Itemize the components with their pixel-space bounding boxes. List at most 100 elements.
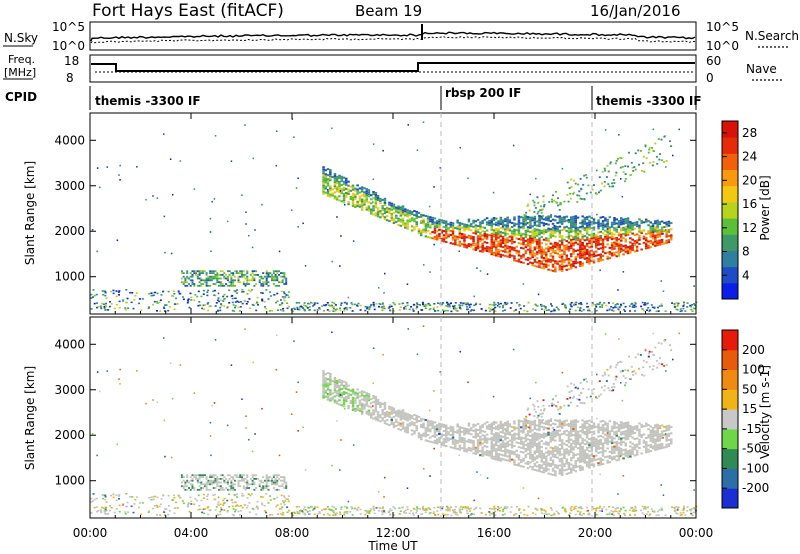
scatter-cell: [598, 380, 601, 383]
scatter-cell: [533, 462, 537, 465]
scatter-cell: [499, 227, 503, 230]
scatter-cell: [538, 449, 541, 452]
scatter-cell: [570, 305, 573, 307]
scatter-cell: [472, 248, 475, 251]
scatter-cell: [542, 463, 546, 466]
scatter-cell: [631, 432, 634, 435]
scatter-cell: [335, 392, 339, 395]
scatter-cell: [547, 260, 550, 263]
scatter-cell: [529, 426, 532, 429]
scatter-cell: [657, 342, 660, 344]
scatter-cell: [567, 466, 571, 468]
scatter-cell: [203, 485, 206, 488]
scatter-cell: [370, 194, 373, 197]
scatter-cell: [333, 381, 337, 384]
scatter-cell: [647, 307, 650, 309]
scatter-cell: [383, 422, 387, 425]
scatter-cell: [633, 227, 637, 230]
scatter-cell: [524, 223, 528, 226]
scatter-cell: [417, 420, 421, 422]
scatter-cell: [526, 442, 530, 445]
scatter-cell: [454, 447, 457, 450]
scatter-cell: [472, 429, 475, 432]
scatter-cell: [535, 253, 539, 256]
scatter-cell: [665, 364, 668, 366]
scatter-cell: [620, 451, 623, 454]
scatter-cell: [626, 433, 630, 436]
scatter-cell: [560, 229, 564, 232]
scatter-cell: [581, 429, 584, 432]
scatter-cell: [445, 241, 448, 243]
scatter-cell: [456, 310, 459, 312]
scatter-cell: [223, 479, 226, 482]
scatter-cell: [379, 404, 382, 406]
scatter-cell: [619, 251, 622, 253]
scatter-cell: [631, 224, 634, 227]
scatter-cell: [410, 211, 414, 214]
scatter-cell: [533, 254, 537, 257]
scatter-cell: [647, 220, 650, 223]
scatter-cell: [230, 488, 233, 491]
scatter-cell: [529, 220, 532, 223]
scatter-cell: [417, 436, 421, 439]
scatter-cell: [622, 222, 625, 225]
scatter-cell: [401, 417, 405, 420]
scatter-cell: [305, 305, 308, 308]
scatter-cell: [504, 220, 507, 223]
scatter-cell: [551, 200, 554, 203]
scatter-cell: [221, 478, 224, 480]
scatter-cell: [92, 289, 95, 291]
scatter-cell: [463, 431, 466, 434]
scatter-cell: [606, 218, 609, 221]
scatter-cell: [610, 429, 614, 432]
scatter-cell: [608, 430, 612, 433]
scatter-cell: [585, 457, 589, 459]
scatter-cell: [622, 220, 625, 223]
scatter-cell: [241, 270, 243, 273]
scatter-cell: [490, 432, 493, 435]
scatter-cell: [563, 226, 566, 229]
scatter-cell: [574, 256, 577, 259]
scatter-cell: [601, 216, 605, 218]
scatter-cell: [545, 451, 548, 454]
scatter-cell: [367, 405, 371, 408]
scatter-cell: [540, 409, 543, 412]
scatter-cell: [454, 302, 457, 304]
scatter-cell: [410, 306, 413, 308]
scatter-cell: [542, 218, 546, 221]
scatter-cell: [517, 215, 521, 218]
scatter-cell: [203, 270, 206, 273]
scatter-cell: [665, 433, 668, 436]
scatter-cell: [650, 304, 653, 306]
scatter-cell: [572, 448, 575, 451]
scatter-cell: [445, 228, 448, 231]
scatter-cell: [597, 443, 600, 446]
scatter-cell: [603, 371, 606, 374]
scatter-cell: [535, 445, 539, 447]
scatter-cell: [329, 193, 332, 196]
scatter-cell: [358, 401, 362, 404]
scatter-cell: [232, 476, 235, 478]
scatter-cell: [287, 291, 290, 293]
scatter-cell: [335, 180, 339, 182]
scatter-cell: [410, 433, 414, 436]
scatter-cell: [334, 304, 337, 306]
scatter-cell: [649, 239, 652, 242]
scatter-cell: [256, 274, 259, 276]
scatter-cell: [515, 251, 518, 254]
scatter-cell: [567, 229, 571, 232]
scatter-cell: [381, 309, 384, 312]
scatter-cell: [658, 305, 661, 307]
scatter-cell: [610, 450, 614, 453]
scatter-cell: [485, 217, 489, 220]
scatter-cell: [495, 223, 498, 226]
scatter-cell: [638, 228, 641, 231]
scatter-cell: [360, 394, 364, 397]
scatter-cell: [479, 303, 482, 306]
scatter-cell: [372, 193, 375, 196]
scatter-cell: [560, 453, 564, 456]
scatter-cell: [588, 219, 591, 222]
scatter-cell: [635, 453, 639, 456]
scatter-cell: [617, 430, 621, 432]
scatter-cell: [660, 442, 664, 445]
